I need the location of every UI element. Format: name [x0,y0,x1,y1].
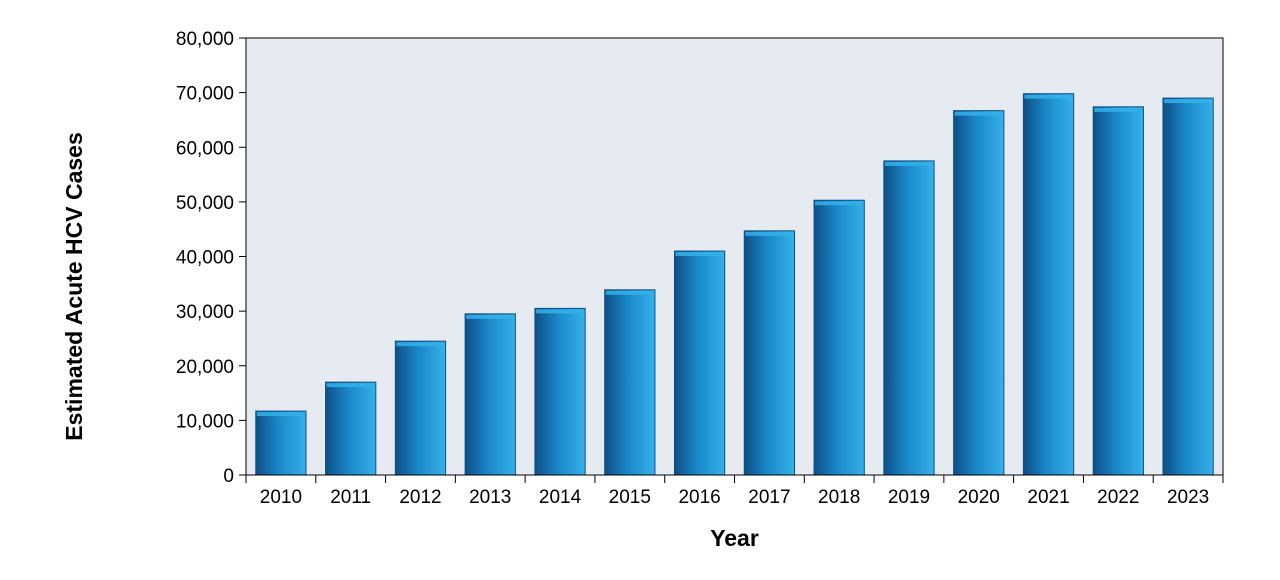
bar [673,250,726,476]
x-tick-label: 2012 [399,487,441,508]
bar [1092,106,1144,476]
bar [325,381,377,476]
bar-2020 [953,110,1005,476]
bar-top-highlight [1163,99,1213,104]
plot-area [246,38,1223,475]
bar [953,110,1005,476]
x-tick-label: 2022 [1097,487,1139,508]
y-tick-label: 50,000 [176,193,234,214]
bar-2014 [534,307,586,476]
x-tick-label: 2016 [678,487,720,508]
x-tick-label: 2023 [1167,487,1209,508]
y-axis-title: Estimated Acute HCV Cases [61,132,87,440]
bar-top-highlight [256,412,306,417]
bar-2022 [1092,106,1144,476]
x-tick-label: 2020 [958,487,1000,508]
bar [534,307,586,476]
bar-2019 [883,160,935,476]
bar-2017 [743,230,796,476]
x-tick-label: 2015 [609,487,651,508]
x-tick-label: 2019 [888,487,930,508]
bar-2021 [1022,93,1075,476]
x-tick-label: 2011 [330,487,371,508]
bar [883,160,935,476]
bar-top-highlight [396,342,445,347]
bar-top-highlight [745,231,794,236]
x-tick-label: 2010 [260,487,302,508]
y-tick-label: 60,000 [176,138,234,159]
bar-2016 [673,250,726,476]
bar-top-highlight [326,383,375,388]
bar [464,313,516,476]
bar [1162,97,1214,476]
y-tick-label: 70,000 [176,84,234,105]
y-tick-label: 30,000 [176,302,234,323]
x-tick-label: 2018 [818,487,860,508]
bar-top-highlight [675,252,724,257]
bar [255,410,307,476]
y-tick-label: 0 [223,466,234,487]
bar [813,199,865,476]
bar-2023 [1162,97,1214,476]
bar-top-highlight [535,309,585,314]
bar-top-highlight [884,161,934,166]
x-tick-label: 2014 [539,487,582,508]
x-tick-label: 2013 [469,487,511,508]
bar [1022,93,1075,476]
bar-top-highlight [815,201,864,206]
bar [604,289,656,476]
y-tick-label: 40,000 [176,248,234,269]
bar-2010 [255,410,307,476]
bar-2018 [813,199,865,476]
x-tick-label: 2017 [748,487,790,508]
y-tick-label: 20,000 [176,357,234,378]
bar-top-highlight [605,290,654,295]
bar-top-highlight [954,111,1003,116]
bar-2012 [394,340,447,476]
bar-2011 [325,381,377,476]
x-axis-title: Year [710,525,759,551]
bar [743,230,796,476]
bar-2015 [604,289,656,476]
bar-2013 [464,313,516,476]
x-axis-ticks: 2010 2011 2012 2013 2014 2015 2016 2017 2018 2019… [245,475,1224,508]
y-tick-label: 80,000 [176,29,234,50]
bar [394,340,447,476]
y-tick-label: 10,000 [176,411,234,432]
bar-top-highlight [1024,94,1073,99]
bar-top-highlight [1094,107,1143,112]
y-axis-ticks: 0 10,000 20,000 30,000 40,000 50,000 60,000 70,… [176,29,246,487]
bar-top-highlight [466,314,515,319]
x-tick-label: 2021 [1027,487,1069,508]
